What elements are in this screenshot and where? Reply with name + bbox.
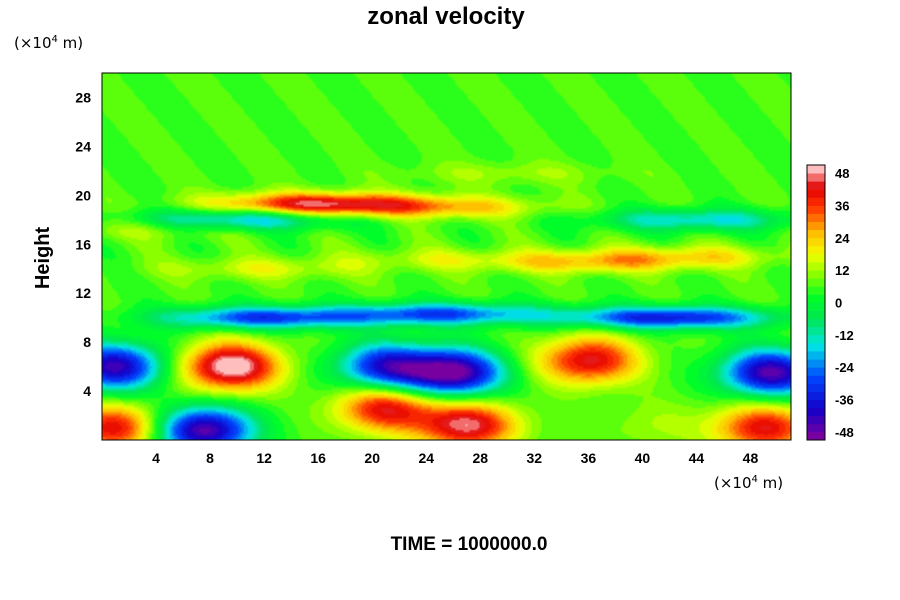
colorbar-band [807, 294, 825, 303]
x-tick-label: 12 [256, 450, 272, 466]
colorbar-band [807, 278, 825, 287]
colorbar-tick-label: -48 [835, 425, 854, 440]
y-tick-label: 8 [83, 334, 91, 350]
y-unit-suffix: m) [58, 34, 83, 52]
colorbar-tick-label: 48 [835, 166, 849, 181]
colorbar-band [807, 205, 825, 214]
colorbar-band [807, 367, 825, 376]
colorbar-band [807, 302, 825, 311]
y-tick-label: 24 [75, 138, 91, 154]
colorbar-band [807, 197, 825, 206]
colorbar-tick-label: 0 [835, 296, 842, 311]
colorbar-band [807, 318, 825, 328]
colorbar-band [807, 407, 825, 417]
x-unit-label: (×104 m) [714, 474, 783, 492]
x-tick-label: 36 [581, 450, 597, 466]
x-unit-suffix: m) [758, 474, 783, 492]
colorbar-band [807, 431, 825, 441]
y-unit-prefix: (×10 [14, 34, 52, 52]
x-tick-label: 28 [472, 450, 488, 466]
heatmap-field [101, 72, 792, 441]
y-unit-label: (×104 m) [14, 34, 83, 52]
x-tick-label: 16 [310, 450, 326, 466]
colorbar-tick-label: 12 [835, 263, 849, 278]
y-tick-label: 28 [75, 89, 91, 105]
x-tick-label: 44 [689, 450, 705, 466]
colorbar-band [807, 415, 825, 425]
x-unit-prefix: (×10 [714, 474, 752, 492]
colorbar-band [807, 359, 825, 368]
colorbar-band [807, 286, 825, 295]
time-label: TIME = 1000000.0 [391, 534, 548, 555]
colorbar-tick-label: -36 [835, 393, 854, 408]
colorbar-band [807, 351, 825, 360]
colorbar: 48 36 24 12 0 -12 -24 -36 -48 [806, 164, 855, 441]
colorbar-band [807, 165, 825, 174]
colorbar-tick-label: -12 [835, 328, 854, 343]
colorbar-tick-label: -24 [835, 360, 855, 375]
colorbar-band [807, 262, 825, 271]
colorbar-tick-label: 36 [835, 198, 849, 213]
x-tick-label: 48 [743, 450, 759, 466]
colorbar-band [807, 270, 825, 279]
y-tick-label: 4 [83, 383, 91, 399]
x-axis-ticks: 4 8 12 16 20 24 28 32 36 40 44 48 [152, 450, 758, 466]
colorbar-band [807, 326, 825, 336]
colorbar-band [807, 189, 825, 198]
x-tick-label: 20 [364, 450, 380, 466]
colorbar-band [807, 342, 825, 352]
colorbar-ticks: 48 36 24 12 0 -12 -24 -36 -48 [835, 166, 855, 440]
y-axis-ticks: 4 8 12 16 20 24 28 [75, 89, 91, 399]
colorbar-band [807, 383, 825, 392]
colorbar-band [807, 173, 825, 182]
x-tick-label: 32 [527, 450, 543, 466]
y-axis-title: Height [32, 227, 54, 290]
colorbar-tick-label: 24 [835, 231, 850, 246]
colorbar-band [807, 375, 825, 384]
x-tick-label: 40 [635, 450, 651, 466]
x-tick-label: 24 [418, 450, 434, 466]
colorbar-band [807, 310, 825, 320]
colorbar-band [807, 423, 825, 433]
heatmap-image [102, 73, 791, 440]
plot-frame [101, 72, 792, 441]
colorbar-band [807, 221, 825, 231]
colorbar-band [807, 253, 825, 263]
colorbar-band [807, 181, 825, 190]
x-unit-exponent: 4 [752, 474, 758, 485]
colorbar-band [807, 245, 825, 255]
colorbar-bands [807, 165, 825, 441]
colorbar-band [807, 334, 825, 344]
colorbar-band [807, 213, 825, 223]
colorbar-band [807, 237, 825, 247]
y-tick-label: 12 [75, 285, 91, 301]
colorbar-band [807, 391, 825, 400]
y-tick-label: 20 [75, 187, 91, 203]
x-tick-label: 8 [206, 450, 214, 466]
colorbar-band [807, 229, 825, 239]
colorbar-band [807, 399, 825, 409]
x-tick-label: 4 [152, 450, 160, 466]
y-unit-exponent: 4 [52, 34, 58, 45]
chart-title: zonal velocity [367, 3, 525, 30]
y-tick-label: 16 [75, 236, 91, 252]
colorbar-frame [806, 164, 826, 441]
